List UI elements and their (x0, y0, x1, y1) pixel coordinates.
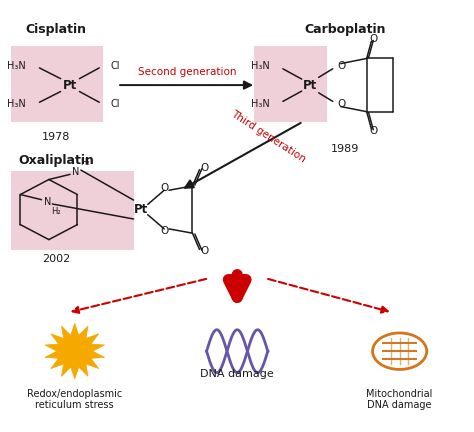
FancyBboxPatch shape (11, 171, 134, 250)
Text: H₂: H₂ (80, 158, 90, 167)
FancyBboxPatch shape (254, 47, 327, 121)
Text: H₃N: H₃N (251, 99, 270, 109)
Polygon shape (45, 323, 105, 379)
Text: H₂: H₂ (51, 207, 61, 216)
Text: 1978: 1978 (42, 132, 70, 142)
Text: O: O (160, 183, 168, 193)
FancyBboxPatch shape (11, 47, 103, 121)
Text: O: O (200, 246, 209, 256)
Text: O: O (337, 61, 346, 71)
Text: Pt: Pt (63, 79, 77, 92)
Text: H₃N: H₃N (7, 61, 25, 71)
Text: N: N (73, 167, 80, 177)
Text: Cl: Cl (110, 61, 119, 71)
Text: Redox/endoplasmic
reticulum stress: Redox/endoplasmic reticulum stress (27, 388, 122, 410)
Text: O: O (370, 34, 378, 44)
Text: 1989: 1989 (331, 144, 360, 155)
Text: O: O (200, 163, 209, 173)
Text: N: N (44, 197, 51, 207)
Text: Pt: Pt (303, 79, 317, 92)
Text: Third generation: Third generation (228, 109, 307, 165)
Text: Carboplatin: Carboplatin (305, 23, 386, 36)
Text: Pt: Pt (134, 203, 148, 216)
Text: Oxaliplatin: Oxaliplatin (18, 154, 94, 167)
Text: Cl: Cl (110, 99, 119, 109)
Text: H₃N: H₃N (251, 61, 270, 71)
Text: O: O (370, 126, 378, 136)
Text: O: O (160, 226, 168, 236)
Text: Mitochondrial
DNA damage: Mitochondrial DNA damage (366, 388, 433, 410)
Text: Second generation: Second generation (137, 67, 236, 77)
Text: DNA damage: DNA damage (201, 369, 274, 379)
Text: 2002: 2002 (42, 254, 70, 264)
Text: O: O (337, 99, 346, 109)
Text: H₃N: H₃N (7, 99, 25, 109)
Text: Cisplatin: Cisplatin (26, 23, 86, 36)
